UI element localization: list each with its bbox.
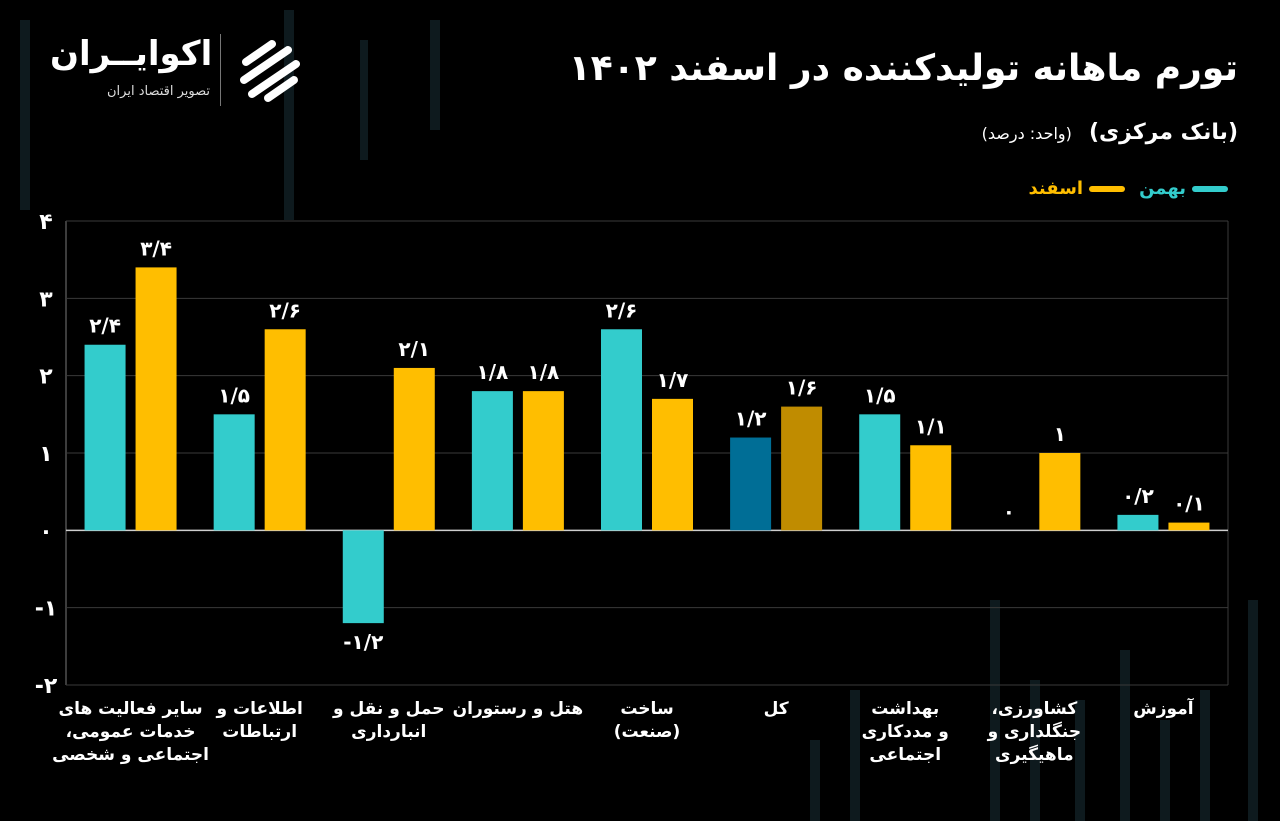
legend-swatch-esfand (1089, 185, 1126, 192)
legend-swatch-bahman (1192, 185, 1228, 192)
legend-item-esfand: اسفند (1029, 178, 1126, 199)
data-label: ۱/۶ (786, 376, 818, 400)
brand-tagline: تصویر اقتصاد ایران (107, 84, 210, 99)
category-label: بهداشت و مددکاری اجتماعی (861, 699, 949, 765)
bar-esfand (910, 445, 952, 531)
data-label: ۰/۱ (1173, 492, 1205, 516)
data-label: ۰/۲ (1122, 484, 1154, 508)
y-tick-label: ۲ (39, 365, 53, 390)
bar-esfand (522, 391, 564, 531)
data-label: ۲/۶ (269, 298, 301, 322)
legend-item-bahman: بهمن (1139, 178, 1228, 199)
category-label: هتل و رستوران (452, 699, 584, 719)
bar-bahman (213, 414, 255, 531)
brand-logo: اکوایــران تصویر اقتصاد ایران (50, 30, 320, 110)
bar-esfand (1039, 453, 1081, 531)
category-label: حمل و نقل و انبارداری (333, 699, 445, 742)
y-tick-label: -۲ (35, 674, 58, 699)
bar-bahman (601, 329, 642, 531)
data-label: ۱/۵ (864, 383, 896, 407)
y-tick-label: ۰ (39, 519, 52, 544)
bar-esfand (652, 398, 693, 531)
data-label: ۱/۷ (657, 368, 689, 392)
data-label: ۱/۲ (735, 407, 767, 431)
y-tick-label: ۱ (39, 442, 52, 467)
category-label: سایر فعالیت های خدمات عمومی، اجتماعی و شخص… (52, 699, 210, 765)
chart-legend: بهمن اسفند (1029, 178, 1228, 199)
data-label: ۱ (1054, 422, 1066, 446)
bar-esfand (781, 406, 823, 531)
data-label: ۱/۸ (528, 360, 560, 384)
data-label: ۲/۱ (398, 337, 430, 361)
logo-divider (220, 34, 221, 106)
y-tick-label: ۳ (39, 287, 53, 312)
bar-bahman (471, 391, 513, 531)
bar-esfand (1168, 522, 1210, 531)
bar-esfand (393, 367, 435, 531)
data-label: ۲/۶ (606, 298, 638, 322)
data-label: ۳/۴ (140, 236, 172, 260)
bar-bahman (1117, 514, 1159, 531)
category-label: کل (763, 699, 789, 719)
category-label: ساخت (صنعت) (613, 699, 681, 742)
category-label: آموزش (1133, 699, 1194, 719)
bar-esfand (264, 329, 306, 531)
unit-label: (واحد: درصد) (981, 124, 1072, 143)
source-label: (بانک مرکزی) (1088, 120, 1238, 145)
chart-title: تورم ماهانه تولیدکننده در اسفند ۱۴۰۲ (568, 48, 1238, 89)
data-label: ۱/۵ (218, 383, 250, 407)
category-label: کشاورزی، جنگلداری و ماهیگیری (987, 699, 1082, 765)
data-label: -۱/۲ (343, 630, 383, 654)
data-label: ۱/۱ (915, 414, 947, 438)
bar-bahman (84, 344, 126, 531)
chart-subtitle: (بانک مرکزی) (واحد: درصد) (982, 120, 1238, 145)
legend-label-esfand: اسفند (1028, 178, 1084, 199)
y-tick-label: -۱ (35, 597, 58, 622)
bar-esfand (135, 267, 177, 531)
data-label: ۲/۴ (89, 314, 121, 338)
bar-bahman (342, 530, 384, 624)
bar-bahman (859, 414, 901, 531)
brand-mark-icon (240, 40, 300, 102)
data-label: ۰ (1003, 499, 1015, 523)
legend-label-bahman: بهمن (1139, 178, 1186, 199)
data-label: ۱/۸ (477, 360, 509, 384)
y-tick-label: ۴ (39, 210, 52, 235)
brand-name: اکوایــران (50, 34, 213, 74)
bar-bahman (730, 437, 772, 531)
category-label: اطلاعات و ارتباطات (216, 699, 303, 742)
